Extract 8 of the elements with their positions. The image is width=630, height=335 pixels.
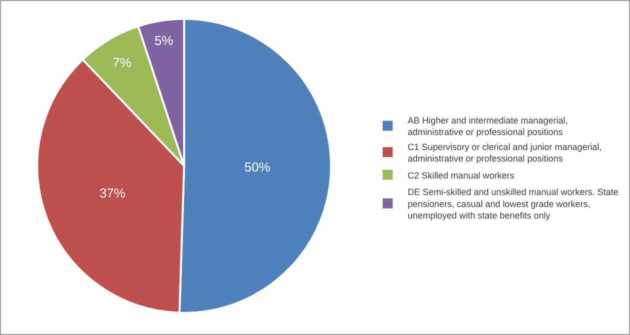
data-label: 7%: [112, 55, 132, 70]
legend-label: C1 Supervisory or clerical and junior managerial, administrative or professional positions: [408, 142, 602, 164]
data-label: 37%: [99, 186, 126, 201]
data-label: 50%: [244, 160, 271, 175]
legend-label: C2 Skilled manual workers: [408, 170, 515, 180]
legend-label: DE Semi-skilled and unskilled manual workers. State pensioners, casual and lowest grade workers, unemployed with state benefits only: [408, 187, 618, 221]
data-label: 5%: [154, 33, 174, 48]
legend-label: AB Higher and intermediate managerial, administrative or professional positions: [408, 115, 568, 138]
